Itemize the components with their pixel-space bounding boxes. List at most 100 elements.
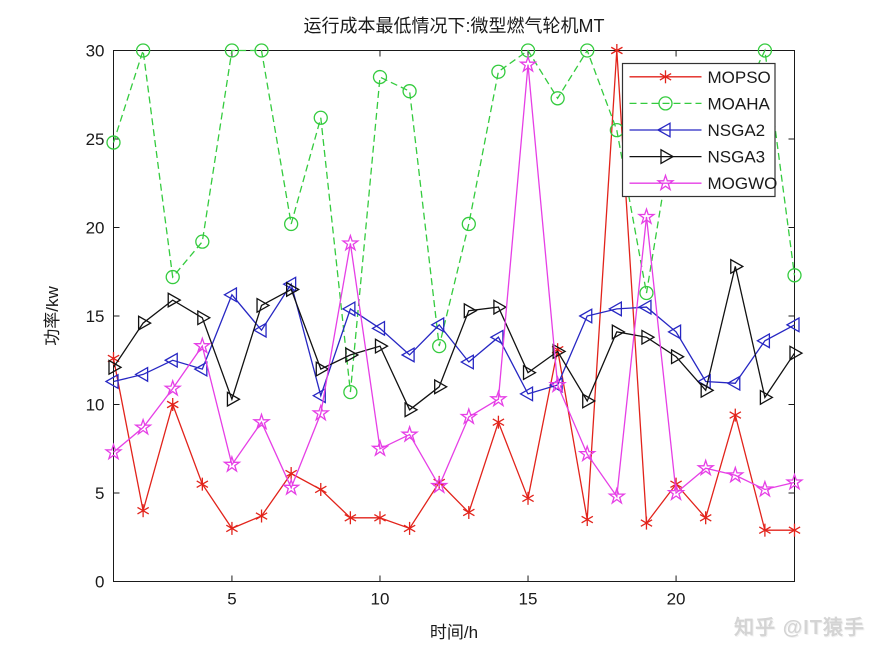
star-marker: [222, 454, 242, 473]
legend-label: NSGA3: [708, 148, 766, 167]
triangle-left-marker: [134, 366, 149, 383]
circle-marker: [254, 43, 269, 58]
asterisk-marker: [285, 469, 298, 478]
circle-marker: [658, 96, 673, 111]
star-marker: [281, 477, 301, 496]
triangle-right-marker: [404, 401, 419, 418]
circle-marker: [550, 91, 565, 106]
asterisk-marker: [640, 519, 653, 527]
star-marker: [488, 389, 508, 408]
series-NSGA2: [104, 276, 800, 404]
x-tick-label: 20: [667, 590, 686, 609]
triangle-right-marker: [137, 315, 152, 331]
triangle-right-marker: [315, 361, 330, 378]
circle-marker: [491, 64, 506, 79]
star-marker: [459, 407, 479, 425]
triangle-right-marker: [522, 364, 537, 381]
circle-marker: [432, 338, 447, 354]
triangle-right-marker: [552, 343, 567, 360]
x-axis-label: 时间/h: [429, 623, 479, 642]
legend: MOPSO MOAHA NSGA2 NSGA3 MOGWO: [621, 62, 778, 198]
triangle-right-marker: [582, 393, 597, 409]
star-marker: [400, 424, 420, 443]
triangle-right-marker: [759, 389, 774, 406]
series-line: [113, 64, 795, 499]
asterisk-marker: [137, 506, 150, 515]
triangle-left-marker: [341, 301, 356, 317]
legend-entry-NSGA2: NSGA2: [629, 121, 766, 140]
triangle-left-marker: [252, 322, 267, 339]
triangle-left-marker: [785, 316, 800, 333]
triangle-right-marker: [789, 345, 804, 362]
triangle-left-marker: [726, 375, 741, 392]
triangle-right-marker: [434, 378, 449, 395]
triangle-left-marker: [400, 347, 415, 363]
legend-entry-MOPSO: MOPSO: [629, 68, 771, 87]
triangle-right-marker: [641, 329, 656, 346]
triangle-right-marker: [226, 391, 241, 408]
triangle-left-marker: [756, 332, 771, 349]
asterisk-marker: [659, 72, 672, 81]
triangle-left-marker: [163, 352, 178, 369]
circle-marker: [757, 43, 773, 58]
circle-marker: [284, 216, 299, 232]
asterisk-marker: [314, 485, 327, 494]
legend-entry-MOAHA: MOAHA: [629, 94, 771, 113]
triangle-right-marker: [700, 382, 715, 399]
x-tick-label: 10: [371, 590, 390, 609]
triangle-left-marker: [371, 320, 386, 337]
triangle-right-marker: [611, 324, 626, 340]
triangle-left-marker: [282, 276, 297, 293]
x-tick-label: 5: [227, 590, 236, 609]
series-NSGA3: [108, 258, 804, 418]
star-marker: [104, 442, 123, 461]
y-tick-label: 20: [86, 219, 105, 238]
triangle-left-marker: [193, 361, 208, 378]
asterisk-marker: [581, 515, 594, 524]
legend-label: MOPSO: [708, 68, 771, 87]
star-marker: [656, 173, 675, 192]
triangle-right-marker: [345, 347, 360, 363]
circle-marker: [580, 43, 595, 58]
triangle-right-marker: [463, 302, 478, 319]
star-marker: [429, 476, 449, 494]
star-marker: [133, 417, 153, 436]
asterisk-marker: [255, 512, 268, 520]
star-marker: [370, 438, 390, 457]
star-marker: [192, 336, 212, 355]
y-tick-label: 15: [86, 307, 105, 326]
star-marker: [607, 486, 627, 505]
asterisk-marker: [758, 526, 771, 534]
legend-label: MOAHA: [708, 94, 771, 113]
legend-label: MOGWO: [708, 174, 778, 193]
star-marker: [252, 412, 272, 431]
triangle-left-marker: [656, 122, 671, 138]
circle-marker: [402, 84, 417, 99]
star-marker: [341, 233, 360, 252]
star-marker: [785, 472, 804, 491]
triangle-right-marker: [374, 338, 389, 355]
star-marker: [696, 458, 716, 477]
triangle-right-marker: [286, 281, 300, 298]
circle-marker: [372, 69, 388, 85]
triangle-right-marker: [493, 299, 508, 316]
circle-marker: [313, 110, 328, 125]
asterisk-marker: [403, 524, 416, 533]
asterisk-marker: [522, 494, 534, 503]
watermark: 知乎 @IT猿手: [734, 617, 865, 639]
asterisk-marker: [196, 480, 209, 488]
asterisk-marker: [462, 508, 475, 517]
asterisk-marker: [729, 411, 742, 419]
triangle-right-marker: [167, 292, 182, 308]
circle-marker: [135, 43, 151, 58]
series-MOGWO: [104, 54, 804, 505]
legend-label: NSGA2: [708, 121, 766, 140]
asterisk-marker: [166, 400, 179, 409]
y-tick-label: 25: [86, 130, 105, 149]
asterisk-marker: [492, 418, 505, 427]
circle-marker: [461, 216, 476, 232]
triangle-left-marker: [223, 286, 238, 303]
y-tick-label: 10: [86, 396, 105, 415]
triangle-left-marker: [637, 299, 652, 316]
